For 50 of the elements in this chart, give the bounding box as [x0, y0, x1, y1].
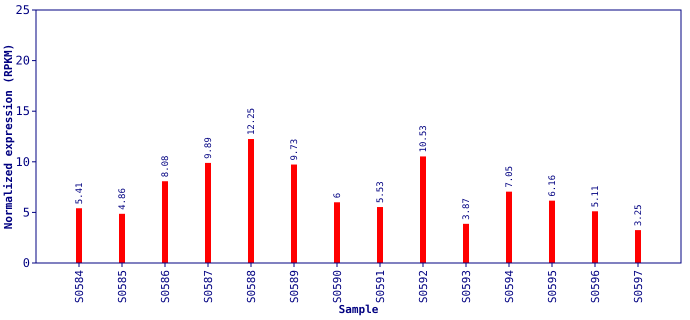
- data-label: 12.25: [247, 108, 257, 136]
- data-label: 5.11: [591, 186, 601, 208]
- y-tick-label: 5: [22, 205, 30, 220]
- bar: [334, 202, 340, 263]
- bar: [635, 230, 641, 263]
- y-tick-label: 20: [16, 54, 30, 68]
- bar: [420, 156, 426, 263]
- x-tick-label: S0597: [632, 270, 645, 304]
- data-label: 7.05: [505, 166, 515, 188]
- bar: [463, 224, 469, 263]
- x-tick-label: S0589: [288, 270, 301, 304]
- data-label: 5.41: [75, 182, 85, 204]
- data-label: 10.53: [419, 125, 429, 152]
- bar: [162, 181, 168, 263]
- x-tick-label: S0584: [73, 270, 86, 304]
- bar: [377, 207, 383, 263]
- x-tick-label: S0592: [417, 270, 430, 304]
- data-label: 6.16: [548, 174, 558, 197]
- y-tick-label: 25: [16, 3, 30, 17]
- y-tick-label: 15: [16, 104, 30, 118]
- x-tick-label: S0590: [331, 270, 344, 304]
- data-label: 6: [333, 192, 343, 198]
- y-tick-label: 0: [22, 256, 30, 270]
- data-label: 3.25: [634, 204, 644, 226]
- x-tick-label: S0588: [245, 270, 258, 304]
- bar: [592, 211, 598, 263]
- y-tick-label: 10: [16, 154, 30, 169]
- bar: [291, 164, 297, 263]
- data-label: 3.87: [462, 198, 472, 220]
- x-tick-label: S0595: [546, 270, 559, 304]
- x-tick-label: S0593: [460, 270, 473, 304]
- bar: [76, 208, 82, 263]
- x-tick-label: S0591: [374, 270, 387, 304]
- data-label: 9.89: [204, 137, 214, 159]
- y-axis-title: Normalized expression (RPKM): [2, 44, 15, 230]
- x-tick-label: S0585: [116, 270, 129, 304]
- bar: [119, 214, 125, 263]
- x-axis-title: Sample: [338, 303, 379, 316]
- data-label: 4.86: [118, 188, 128, 210]
- bar: [506, 192, 512, 263]
- data-label: 8.08: [161, 156, 171, 178]
- data-label: 5.53: [376, 181, 386, 204]
- x-tick-label: S0596: [589, 270, 602, 304]
- bar: [248, 139, 254, 263]
- data-label: 9.73: [290, 138, 300, 161]
- bar: [549, 200, 555, 263]
- x-tick-label: S0586: [159, 270, 172, 304]
- x-tick-label: S0594: [503, 270, 516, 304]
- bar: [205, 162, 211, 263]
- x-tick-label: S0587: [202, 270, 215, 304]
